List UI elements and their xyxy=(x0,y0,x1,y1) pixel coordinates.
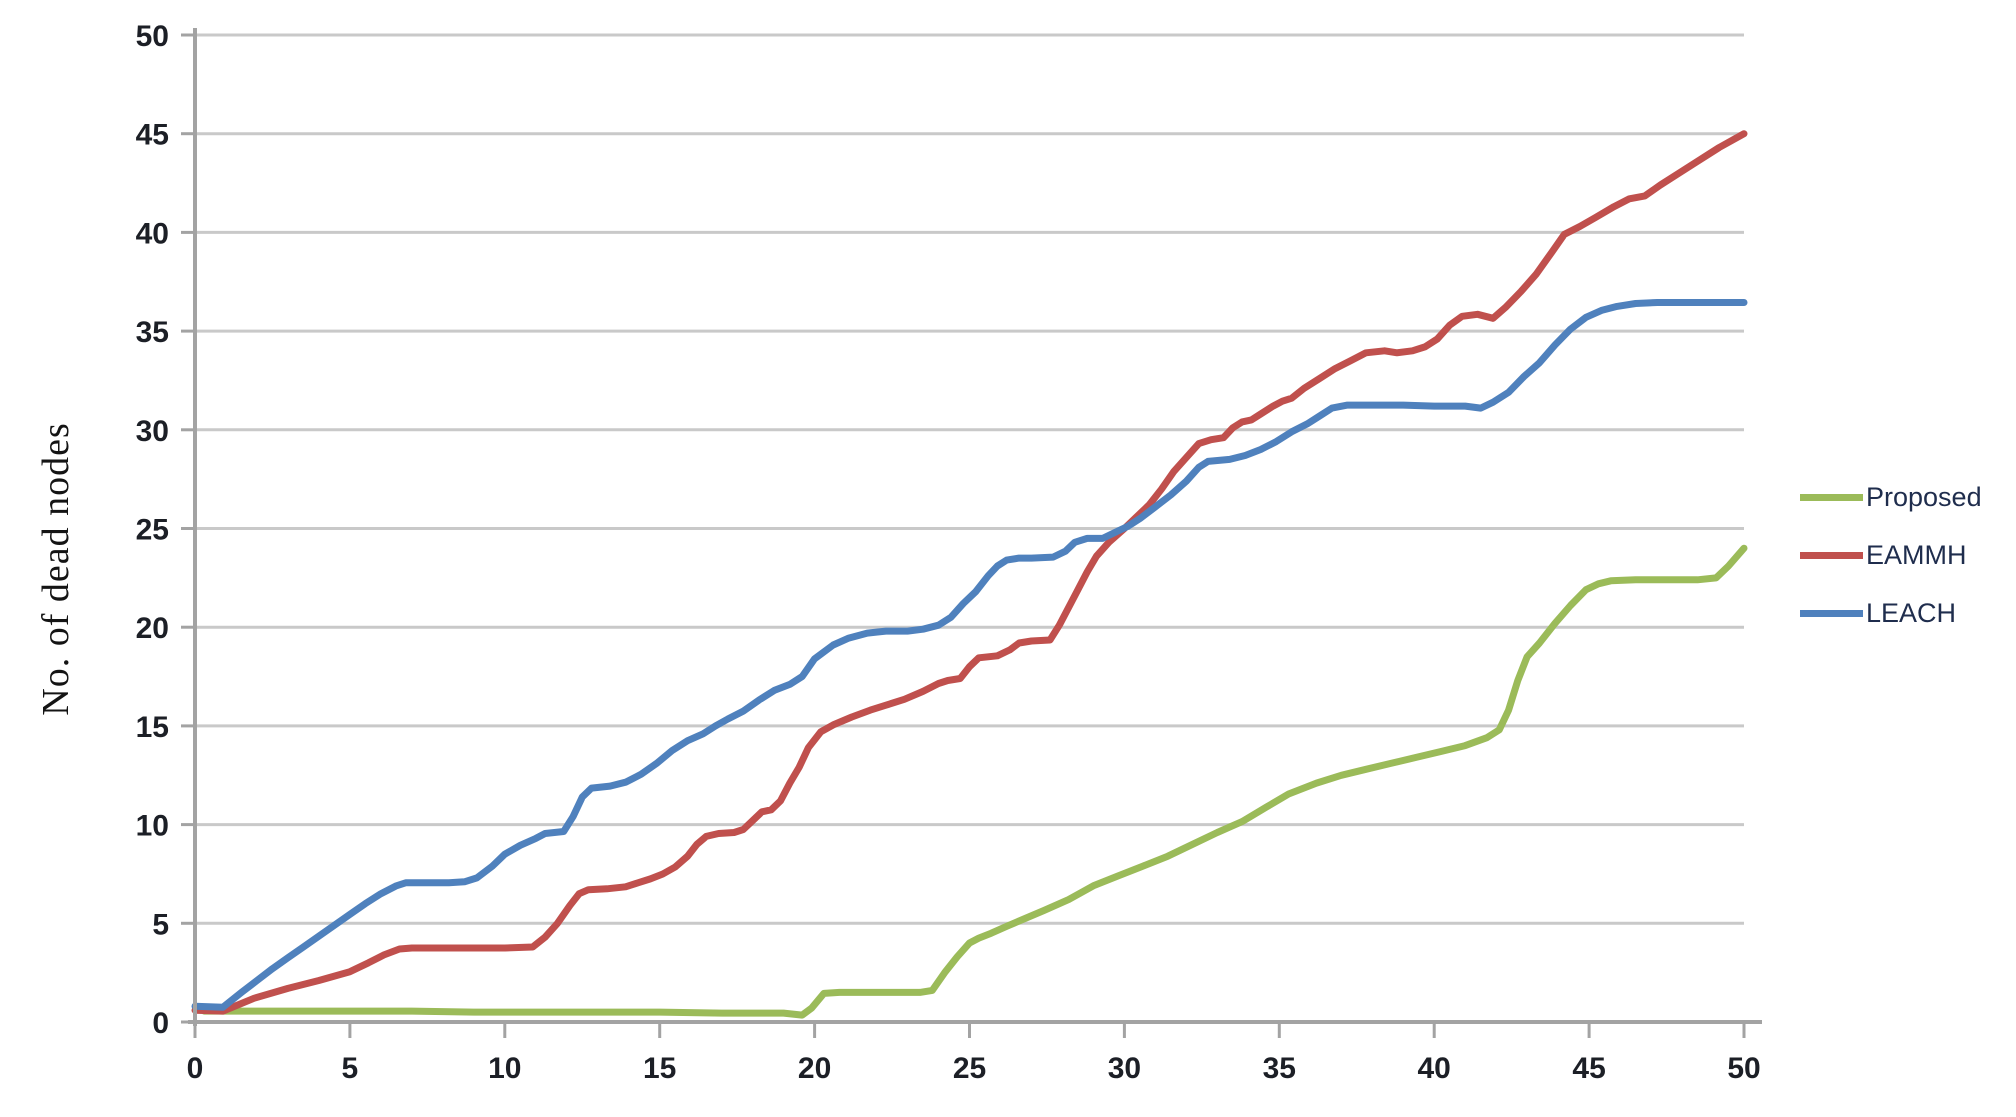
legend-label-proposed: Proposed xyxy=(1866,481,1982,512)
x-tick-label-50: 50 xyxy=(1727,1052,1760,1085)
x-tick-label-35: 35 xyxy=(1263,1052,1296,1085)
x-tick-label-5: 5 xyxy=(342,1052,359,1085)
y-tick-label-15: 15 xyxy=(136,711,169,744)
legend-label-eammh: EAMMH xyxy=(1866,539,1967,570)
legend-swatch-proposed-icon xyxy=(1800,493,1863,501)
x-tick-label-40: 40 xyxy=(1418,1052,1451,1085)
y-tick-label-35: 35 xyxy=(136,316,169,349)
x-tick-label-30: 30 xyxy=(1108,1052,1141,1085)
y-tick-label-30: 30 xyxy=(136,415,169,448)
series-line-leach xyxy=(191,299,1748,1011)
x-tick-label-10: 10 xyxy=(488,1052,521,1085)
y-tick-label-20: 20 xyxy=(136,612,169,645)
x-tick-label-25: 25 xyxy=(953,1052,986,1085)
y-tick-label-0: 0 xyxy=(152,1007,169,1040)
series-line-eammh xyxy=(191,130,1748,1015)
legend-swatch-eammh-icon xyxy=(1800,551,1863,559)
x-tick-label-45: 45 xyxy=(1572,1052,1605,1085)
y-tick-label-5: 5 xyxy=(152,908,169,941)
x-tick-label-20: 20 xyxy=(798,1052,831,1085)
y-tick-label-25: 25 xyxy=(136,514,169,547)
y-tick-label-10: 10 xyxy=(136,810,169,843)
legend-entry-leach: LEACH xyxy=(1800,596,1956,630)
series-line-proposed xyxy=(200,544,1748,1019)
y-tick-label-40: 40 xyxy=(136,217,169,250)
y-tick-label-45: 45 xyxy=(136,119,169,152)
legend-entry-eammh: EAMMH xyxy=(1800,538,1967,572)
x-tick-label-15: 15 xyxy=(643,1052,676,1085)
legend-swatch-leach-icon xyxy=(1800,609,1863,617)
y-axis-title: No. of dead nodes xyxy=(35,422,77,716)
x-tick-label-0: 0 xyxy=(187,1052,204,1085)
legend-entry-proposed: Proposed xyxy=(1800,480,1982,514)
y-tick-label-50: 50 xyxy=(136,20,169,53)
legend-label-leach: LEACH xyxy=(1866,597,1957,628)
